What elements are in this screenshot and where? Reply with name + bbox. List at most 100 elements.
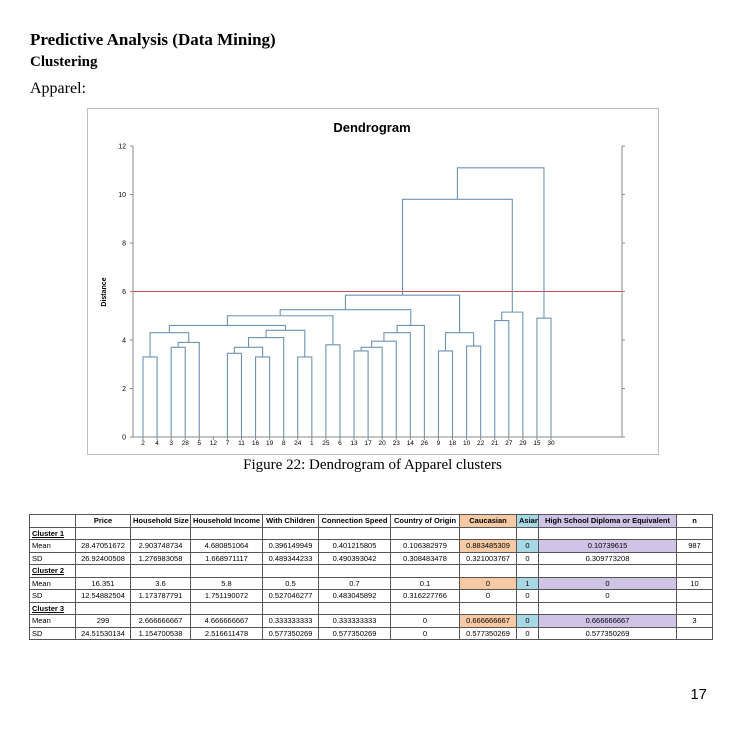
y-tick-label: 10 xyxy=(118,192,126,199)
table-cell xyxy=(262,601,319,615)
dendrogram-link xyxy=(279,309,412,326)
table-cell: 2.903748734 xyxy=(130,539,191,553)
table-header-cell: Household Income xyxy=(190,514,263,528)
leaf-label: 11 xyxy=(238,440,245,447)
table-cell: 2.516611478 xyxy=(190,626,263,640)
dendrogram-link xyxy=(360,346,383,437)
dendrogram-link xyxy=(501,311,524,437)
table-cell xyxy=(459,601,517,615)
chart-frame xyxy=(87,108,659,455)
table-cell: 0.577350269 xyxy=(262,626,319,640)
leaf-label: 16 xyxy=(252,440,260,447)
table-cell: 0 xyxy=(390,614,460,628)
table-cell xyxy=(190,601,263,615)
table-cell xyxy=(538,601,677,615)
row-label: Mean xyxy=(29,614,76,628)
leaf-label: 21 xyxy=(491,440,499,447)
table-cell: 0.106382979 xyxy=(390,539,460,553)
y-tick-label: 4 xyxy=(122,338,126,345)
dendrogram-link xyxy=(233,346,264,357)
table-cell: 24.51530134 xyxy=(75,626,131,640)
table-cell xyxy=(318,526,391,540)
table-cell xyxy=(676,589,713,603)
leaf-label: 18 xyxy=(449,440,457,447)
leaf-label: 27 xyxy=(505,440,513,447)
leaf-label: 2 xyxy=(141,440,145,447)
table-cell: 1.154700538 xyxy=(130,626,191,640)
table-cell xyxy=(75,601,131,615)
table-header-cell: High School Diploma or Equivalent xyxy=(538,514,677,528)
figure-caption: Figure 22: Dendrogram of Apparel cluster… xyxy=(243,457,502,473)
table-cell xyxy=(459,526,517,540)
y-tick-label: 0 xyxy=(122,435,126,442)
y-tick-label: 6 xyxy=(122,289,126,296)
table-cell: 0.490393042 xyxy=(318,551,391,565)
dendrogram-link xyxy=(265,329,306,357)
table-cell: 10 xyxy=(676,576,713,590)
table-cell: 1.173787791 xyxy=(130,589,191,603)
leaf-label: 28 xyxy=(182,440,190,447)
leaf-label: 8 xyxy=(282,440,286,447)
table-cell: 0.1 xyxy=(390,576,460,590)
dendrogram-link xyxy=(371,340,397,437)
leaf-label: 22 xyxy=(477,440,485,447)
table-cell xyxy=(390,564,460,578)
dendrogram-link xyxy=(297,356,313,437)
dendrogram-link xyxy=(536,317,552,437)
cluster-heading-row: Cluster 2 xyxy=(29,564,713,578)
table-cell: 0 xyxy=(390,626,460,640)
table-cell xyxy=(75,564,131,578)
table-cell: 0.577350269 xyxy=(318,626,391,640)
table-cell: 0 xyxy=(538,576,677,590)
cluster-label: Cluster 1 xyxy=(29,526,76,540)
dendrogram-link xyxy=(444,332,475,351)
dendrogram-link xyxy=(456,167,545,319)
cluster-stats-table: Price Household Size Household Income With … xyxy=(29,514,713,640)
leaf-label: 15 xyxy=(533,440,541,447)
dendrogram-link xyxy=(177,341,200,437)
table-header-cell: n xyxy=(676,514,713,528)
row-label: SD xyxy=(29,626,76,640)
leaf-label: 24 xyxy=(294,440,302,447)
page-number: 17 xyxy=(690,686,707,703)
leaf-label: 19 xyxy=(266,440,274,447)
dendrogram-link xyxy=(170,346,186,437)
dendrogram-link xyxy=(466,345,482,437)
table-cell: 0.666666667 xyxy=(459,614,517,628)
table-cell xyxy=(190,526,263,540)
table-cell: 1.751190072 xyxy=(190,589,263,603)
table-cell: 0.316227766 xyxy=(390,589,460,603)
chart-title: Dendrogram xyxy=(333,120,410,135)
table-cell: 0 xyxy=(516,589,539,603)
table-cell: 0 xyxy=(459,576,517,590)
leaf-label: 13 xyxy=(350,440,358,447)
dendrogram-link xyxy=(383,332,411,437)
table-cell: 0.308483478 xyxy=(390,551,460,565)
dendrogram-link xyxy=(247,337,285,437)
leaf-label: 20 xyxy=(379,440,387,447)
dendrogram-link xyxy=(226,352,243,437)
table-cell xyxy=(538,564,677,578)
table-cell xyxy=(676,551,713,565)
table-header-cell: With Children xyxy=(262,514,319,528)
table-row: SD 12.54882504 1.173787791 1.751190072 0.527… xyxy=(29,589,713,603)
table-header-row: Price Household Size Household Income With … xyxy=(29,514,713,528)
table-cell: 3 xyxy=(676,614,713,628)
cluster-label: Cluster 2 xyxy=(29,564,76,578)
cluster-label: Cluster 3 xyxy=(29,601,76,615)
row-label: SD xyxy=(29,589,76,603)
table-cell: 12.54882504 xyxy=(75,589,131,603)
table-row: Mean 16.351 3.6 5.8 0.5 0.7 0.1 0 1 0 10 xyxy=(29,576,713,590)
table-cell xyxy=(390,601,460,615)
table-cell xyxy=(516,526,539,540)
table-header-cell xyxy=(29,514,76,528)
table-cell xyxy=(676,601,713,615)
table-cell: 3.6 xyxy=(130,576,191,590)
table-header-cell: Connection Speed xyxy=(318,514,391,528)
table-cell xyxy=(262,564,319,578)
y-tick-label: 12 xyxy=(118,144,126,151)
dendrogram-link xyxy=(149,332,190,357)
table-cell: 0.396149949 xyxy=(262,539,319,553)
leaf-label: 7 xyxy=(226,440,230,447)
